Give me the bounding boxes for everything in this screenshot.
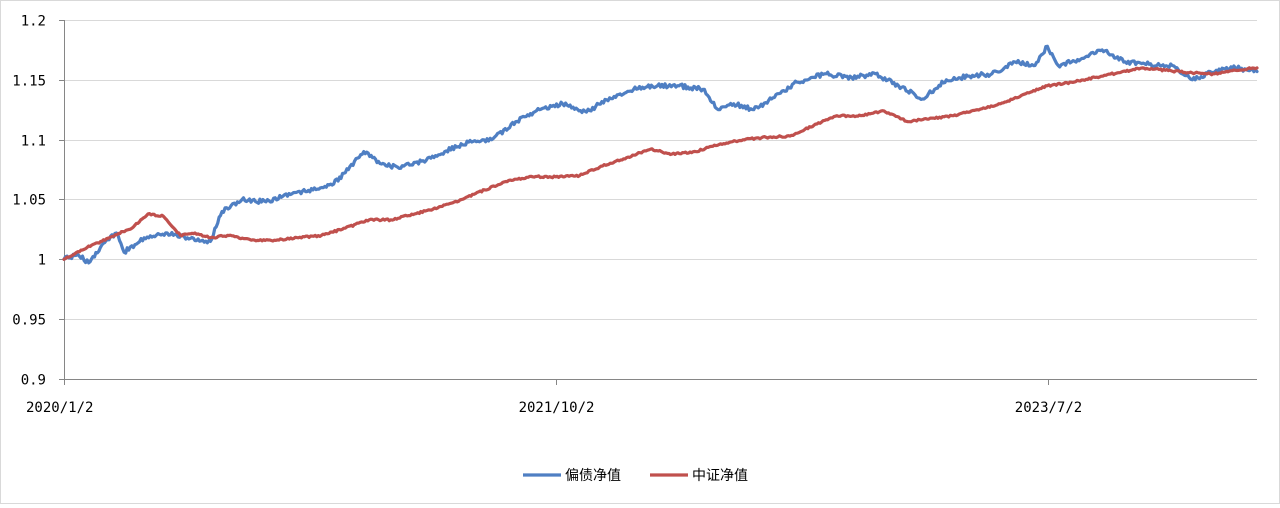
series-line [62, 66, 1259, 261]
x-tick-label: 2020/1/2 [26, 400, 93, 416]
legend-label: 偏债净值 [565, 468, 621, 484]
y-tick-label: 0.9 [21, 373, 46, 389]
x-tick-label: 2021/10/2 [519, 400, 595, 416]
y-tick-labels: 1.2 1.15 1.1 1.05 1 0.95 0.9 [12, 14, 46, 389]
axes [59, 20, 1257, 385]
x-tick-label: 2023/7/2 [1015, 400, 1082, 416]
y-tick-label: 1.1 [21, 134, 46, 150]
legend-label: 中证净值 [692, 468, 748, 484]
y-tick-label: 1.15 [12, 74, 46, 90]
y-tick-label: 0.95 [12, 313, 46, 329]
y-tick-label: 1.2 [21, 14, 46, 30]
legend-item: 偏债净值 [523, 468, 621, 484]
x-tick-labels: 2020/1/2 2021/10/2 2023/7/2 [26, 400, 1082, 416]
series-lines [62, 44, 1259, 265]
y-tick-label: 1 [38, 253, 46, 269]
legend: 偏债净值 中证净值 [523, 468, 748, 484]
series-line [62, 44, 1259, 265]
y-tick-label: 1.05 [12, 193, 46, 209]
legend-item: 中证净值 [650, 468, 748, 484]
